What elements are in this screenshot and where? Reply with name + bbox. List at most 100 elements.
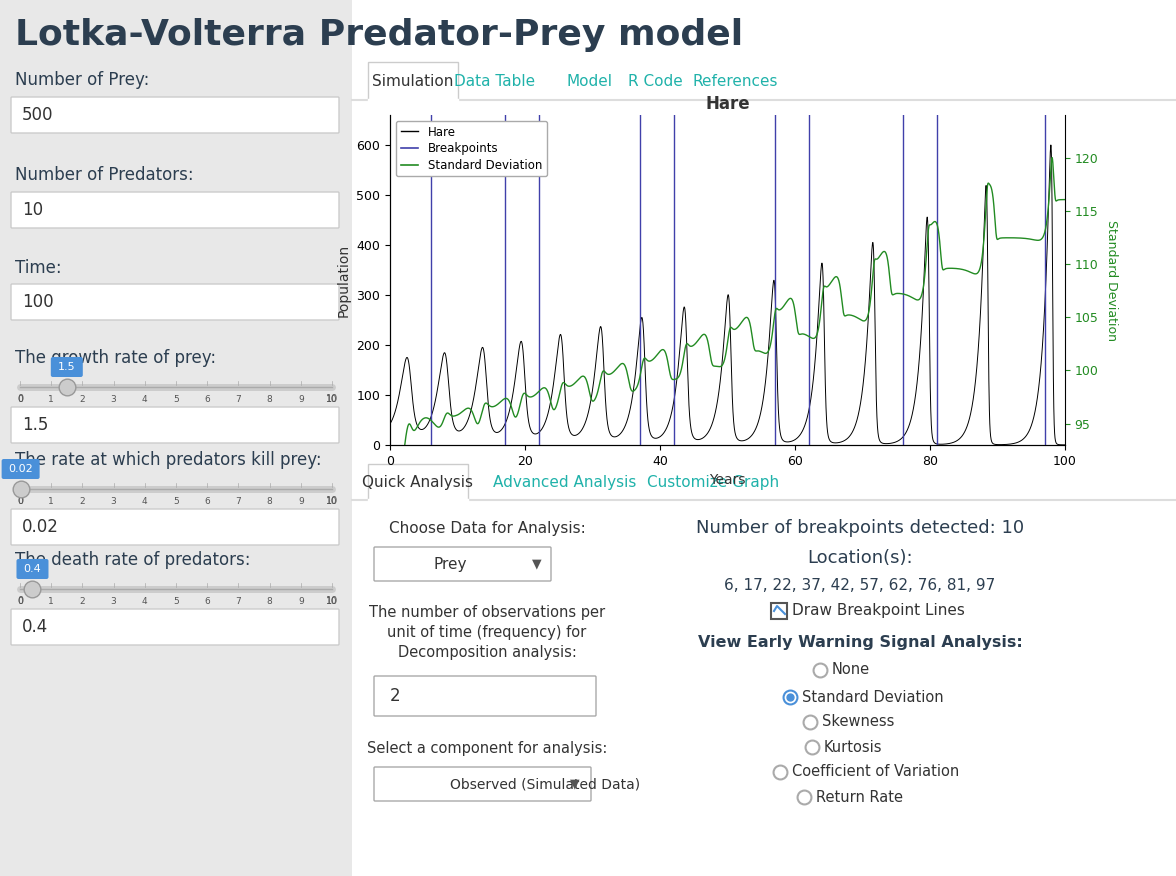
- Text: 7: 7: [235, 497, 241, 505]
- Text: Observed (Simulated Data): Observed (Simulated Data): [450, 777, 640, 791]
- Text: Standard Deviation: Standard Deviation: [802, 689, 943, 704]
- FancyBboxPatch shape: [51, 357, 82, 377]
- Text: 2: 2: [80, 394, 85, 404]
- Text: 4: 4: [142, 497, 148, 505]
- Text: Prey: Prey: [433, 556, 467, 571]
- Text: 0.02: 0.02: [8, 464, 33, 474]
- Text: Customize Graph: Customize Graph: [647, 475, 779, 490]
- Text: 0.4: 0.4: [24, 564, 41, 574]
- Text: Number of Predators:: Number of Predators:: [15, 166, 194, 184]
- Text: Draw Breakpoint Lines: Draw Breakpoint Lines: [791, 604, 964, 618]
- Text: 3: 3: [111, 394, 116, 404]
- Text: 0.02: 0.02: [22, 518, 59, 536]
- FancyBboxPatch shape: [11, 509, 339, 545]
- Text: Location(s):: Location(s):: [807, 549, 913, 567]
- Text: Select a component for analysis:: Select a component for analysis:: [367, 740, 607, 755]
- Text: 2: 2: [80, 497, 85, 505]
- FancyBboxPatch shape: [374, 767, 592, 801]
- Text: The growth rate of prey:: The growth rate of prey:: [15, 349, 216, 367]
- FancyBboxPatch shape: [11, 284, 339, 320]
- Text: 1: 1: [48, 497, 54, 505]
- Text: Time:: Time:: [15, 259, 61, 277]
- Text: 5: 5: [173, 394, 179, 404]
- Text: Lotka-Volterra Predator-Prey model: Lotka-Volterra Predator-Prey model: [15, 18, 743, 52]
- X-axis label: Years: Years: [709, 473, 746, 487]
- Text: 0: 0: [16, 394, 24, 404]
- Text: References: References: [693, 74, 777, 88]
- FancyBboxPatch shape: [771, 603, 787, 619]
- Text: The number of observations per: The number of observations per: [369, 604, 606, 619]
- FancyBboxPatch shape: [11, 192, 339, 228]
- Text: 10: 10: [326, 596, 339, 606]
- Text: The rate at which predators kill prey:: The rate at which predators kill prey:: [15, 451, 321, 469]
- Text: 10: 10: [326, 394, 339, 404]
- Text: 9: 9: [298, 394, 303, 404]
- Text: ▼: ▼: [533, 557, 542, 570]
- Text: 9: 9: [298, 597, 303, 605]
- Text: View Early Warning Signal Analysis:: View Early Warning Signal Analysis:: [697, 635, 1022, 651]
- Text: 1: 1: [48, 597, 54, 605]
- Text: 9: 9: [298, 497, 303, 505]
- Text: 0.4: 0.4: [22, 618, 48, 636]
- FancyBboxPatch shape: [1, 459, 40, 479]
- Text: 500: 500: [22, 106, 53, 124]
- Text: 4: 4: [142, 394, 148, 404]
- Text: Advanced Analysis: Advanced Analysis: [493, 475, 636, 490]
- Text: 10: 10: [22, 201, 44, 219]
- Bar: [0, 0, 352, 876]
- Text: Choose Data for Analysis:: Choose Data for Analysis:: [388, 520, 586, 535]
- Text: 0: 0: [18, 497, 22, 505]
- Text: 6: 6: [205, 394, 211, 404]
- Text: 6: 6: [205, 597, 211, 605]
- Text: 6, 17, 22, 37, 42, 57, 62, 76, 81, 97: 6, 17, 22, 37, 42, 57, 62, 76, 81, 97: [724, 577, 996, 592]
- Text: Number of breakpoints detected: 10: Number of breakpoints detected: 10: [696, 519, 1024, 537]
- Title: Hare: Hare: [706, 95, 750, 114]
- Text: 7: 7: [235, 394, 241, 404]
- Text: 10: 10: [326, 496, 339, 506]
- Text: 10: 10: [326, 394, 338, 404]
- Y-axis label: Population: Population: [336, 244, 350, 316]
- Text: Simulation: Simulation: [373, 74, 454, 88]
- Text: 1.5: 1.5: [58, 362, 75, 372]
- Text: 3: 3: [111, 597, 116, 605]
- Text: 4: 4: [142, 597, 148, 605]
- Text: unit of time (frequency) for: unit of time (frequency) for: [387, 625, 587, 639]
- Text: 3: 3: [111, 497, 116, 505]
- Bar: [352, 60, 1176, 876]
- Text: ▼: ▼: [570, 778, 580, 790]
- Bar: [368, 464, 468, 500]
- Text: Data Table: Data Table: [454, 74, 535, 88]
- Text: None: None: [831, 662, 870, 677]
- Text: 0: 0: [16, 496, 24, 506]
- Text: Number of Prey:: Number of Prey:: [15, 71, 149, 89]
- Bar: [368, 62, 457, 100]
- Text: 7: 7: [235, 597, 241, 605]
- FancyBboxPatch shape: [374, 676, 596, 716]
- Text: 0: 0: [18, 394, 22, 404]
- Bar: [0, 0, 1176, 60]
- Text: 5: 5: [173, 497, 179, 505]
- Text: 8: 8: [267, 597, 273, 605]
- Text: 10: 10: [326, 597, 338, 605]
- Text: Quick Analysis: Quick Analysis: [362, 475, 474, 490]
- FancyBboxPatch shape: [16, 559, 48, 579]
- Text: 6: 6: [205, 497, 211, 505]
- Text: 1.5: 1.5: [22, 416, 48, 434]
- Text: The death rate of predators:: The death rate of predators:: [15, 551, 250, 569]
- Text: Decomposition analysis:: Decomposition analysis:: [397, 645, 576, 660]
- Text: Return Rate: Return Rate: [816, 789, 903, 804]
- Text: Kurtosis: Kurtosis: [824, 739, 882, 754]
- Y-axis label: Standard Deviation: Standard Deviation: [1105, 220, 1118, 341]
- Text: 0: 0: [16, 596, 24, 606]
- Text: 5: 5: [173, 597, 179, 605]
- Text: Coefficient of Variation: Coefficient of Variation: [791, 765, 960, 780]
- Text: 10: 10: [326, 497, 338, 505]
- Text: R Code: R Code: [628, 74, 682, 88]
- Text: 8: 8: [267, 497, 273, 505]
- Text: 0: 0: [18, 597, 22, 605]
- Legend: Hare, Breakpoints, Standard Deviation: Hare, Breakpoints, Standard Deviation: [396, 121, 547, 176]
- FancyBboxPatch shape: [11, 407, 339, 443]
- Text: 8: 8: [267, 394, 273, 404]
- Text: Skewness: Skewness: [822, 715, 895, 730]
- FancyBboxPatch shape: [11, 609, 339, 645]
